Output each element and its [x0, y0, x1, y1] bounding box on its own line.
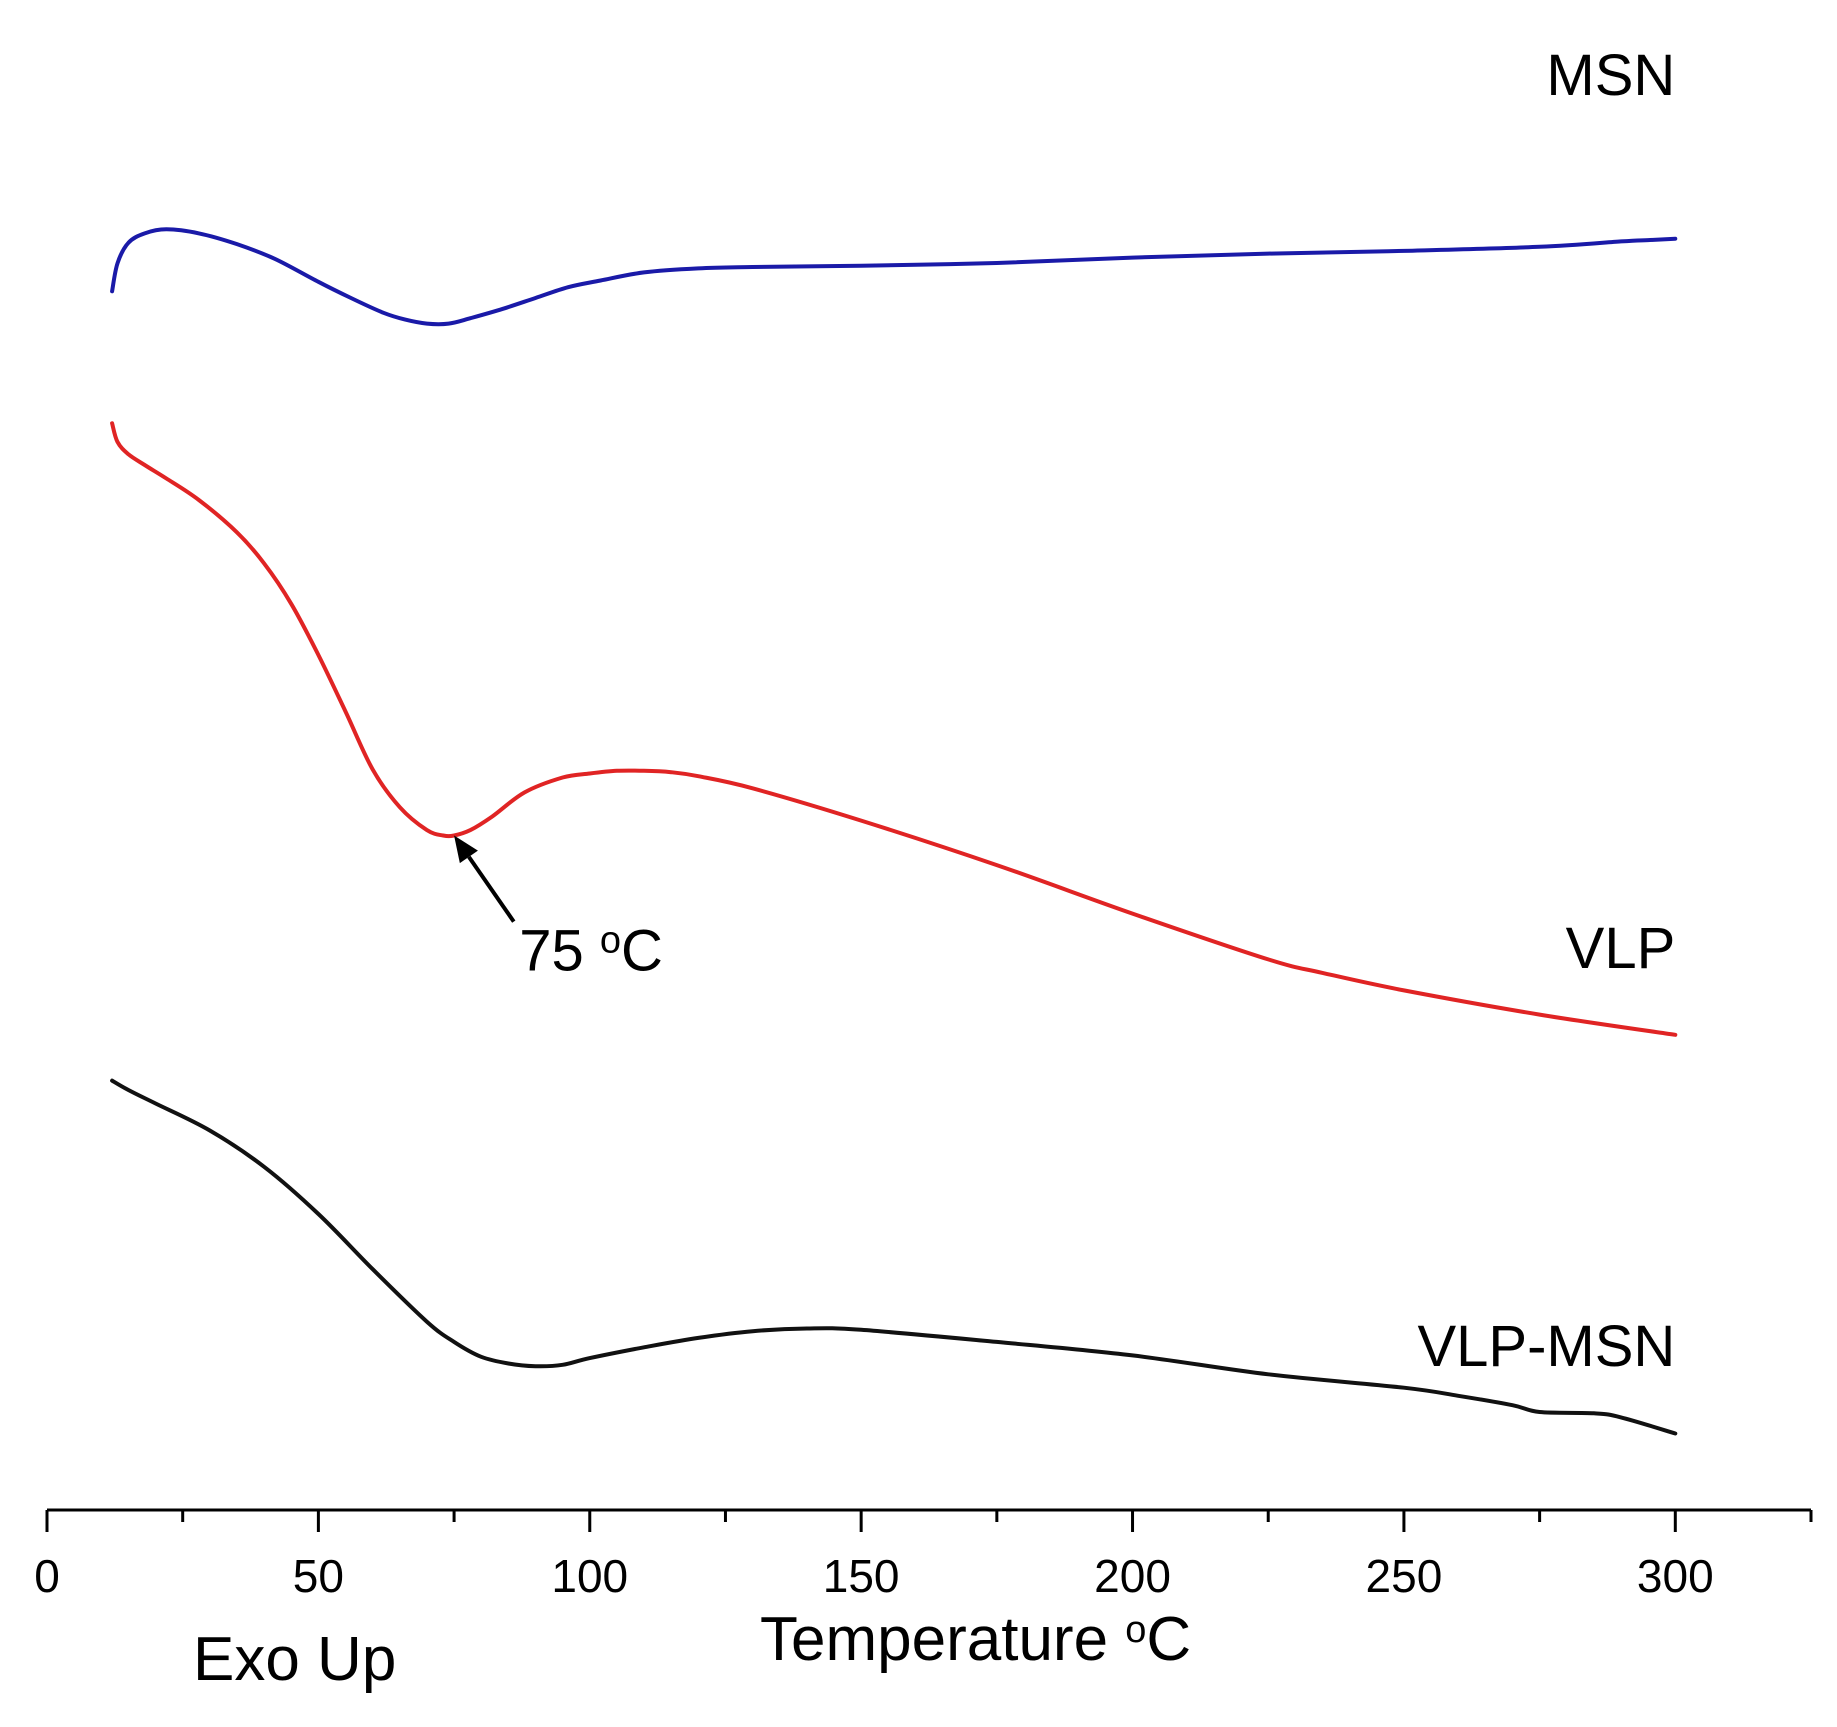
x-axis-title-unit: C [1146, 1605, 1191, 1674]
annotation-arrow-head [454, 835, 478, 864]
x-tick-label: 50 [293, 1550, 344, 1602]
x-axis-title: Temperature oC [760, 1605, 1191, 1674]
annotation-arrow-line [467, 855, 516, 923]
series-line-vlp [110, 421, 1678, 1037]
x-tick-label: 300 [1637, 1550, 1714, 1602]
annotation-group: 75 oC [454, 835, 663, 984]
annotation-label-main: 75 [519, 919, 600, 984]
series-group: MSN VLP VLP-MSN [110, 43, 1678, 1436]
series-label-vlp: VLP [1566, 916, 1676, 981]
series-line-vlp-msn [110, 1078, 1678, 1436]
series-label-msn: MSN [1546, 43, 1675, 108]
annotation-label-degree: o [600, 920, 621, 962]
x-axis-title-main: Temperature [760, 1605, 1125, 1674]
x-tick-label: 200 [1094, 1550, 1171, 1602]
series-label-vlp-msn: VLP-MSN [1417, 1314, 1675, 1379]
x-axis-title-degree: o [1125, 1609, 1146, 1651]
x-axis-ticks: 0 50 100 150 200 250 300 [34, 1510, 1813, 1602]
exo-up-label: Exo Up [193, 1625, 396, 1694]
x-tick-label: 0 [34, 1550, 60, 1602]
annotation-label-unit: C [621, 919, 663, 984]
x-tick-label: 150 [823, 1550, 900, 1602]
annotation-label: 75 oC [519, 919, 663, 984]
series-line-msn [110, 227, 1678, 327]
x-tick-label: 250 [1366, 1550, 1443, 1602]
x-tick-label: 100 [551, 1550, 628, 1602]
